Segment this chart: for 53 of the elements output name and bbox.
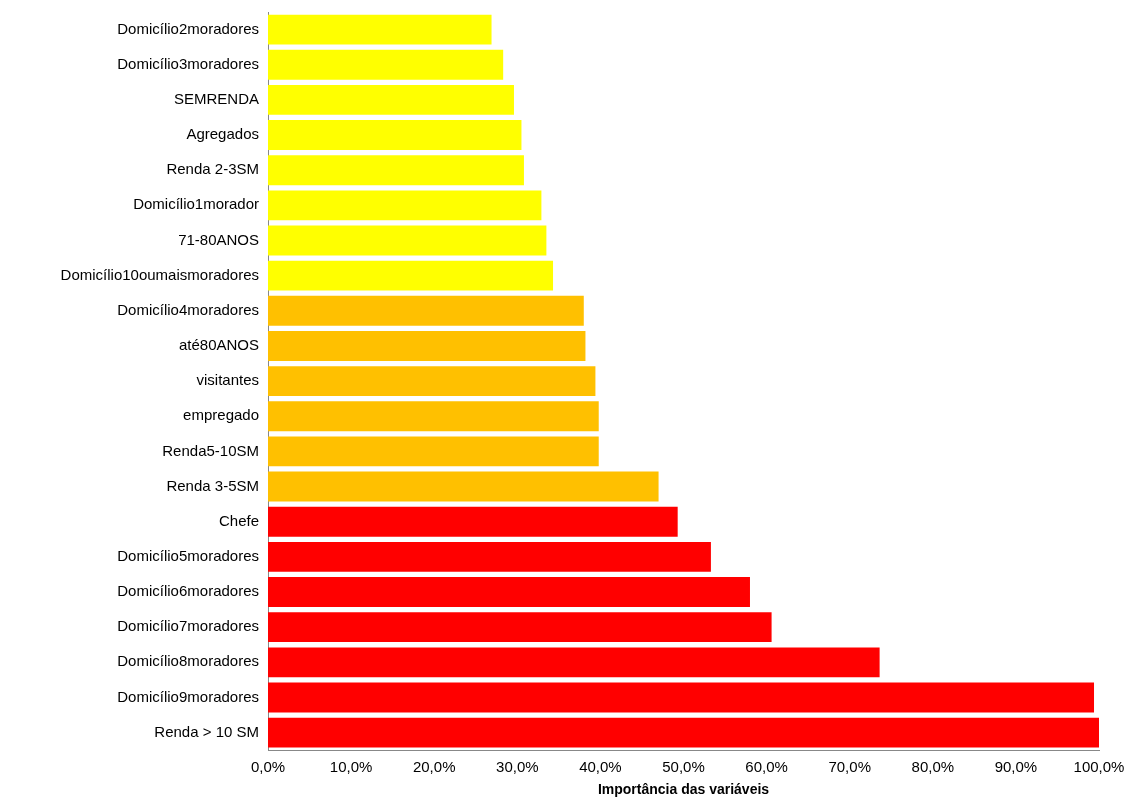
y-tick-label: Agregados <box>186 125 259 143</box>
bar <box>268 647 880 678</box>
y-tick-label: Domicílio9moradores <box>117 687 259 705</box>
bar <box>268 49 504 80</box>
bar <box>268 190 542 221</box>
y-tick-label: Domicílio8moradores <box>117 652 259 670</box>
bar <box>268 612 772 643</box>
y-tick-label: Renda 3-5SM <box>166 476 259 494</box>
bar <box>268 260 554 291</box>
bar <box>268 225 547 256</box>
bar <box>268 471 659 502</box>
y-tick-label: empregado <box>183 406 259 424</box>
y-tick-label: até80ANOS <box>178 336 259 354</box>
bar <box>268 436 599 467</box>
y-tick-label: Renda 2-3SM <box>166 160 259 178</box>
bar <box>268 506 678 537</box>
bar <box>268 14 492 45</box>
y-tick-label: Renda > 10 SM <box>154 722 259 740</box>
y-tick-label: Domicílio1morador <box>133 195 259 213</box>
y-tick-label: Domicílio10oumaismoradores <box>60 265 259 283</box>
y-tick-label: Chefe <box>218 511 259 529</box>
bar <box>268 84 514 115</box>
x-tick-label: 20,0% <box>412 758 456 776</box>
x-tick-label: 30,0% <box>496 758 539 776</box>
x-tick-label: 60,0% <box>745 758 788 776</box>
x-tick-label: 90,0% <box>994 758 1038 776</box>
bar <box>268 401 599 432</box>
y-tick-label: Domicílio3moradores <box>117 54 259 72</box>
y-tick-label: 71-80ANOS <box>178 230 259 248</box>
y-tick-label: Domicílio6moradores <box>117 582 259 600</box>
bar <box>268 682 1095 713</box>
x-axis-title: Importância das variáveis <box>597 781 770 798</box>
x-tick-label: 100,0% <box>1073 758 1125 776</box>
bar <box>268 577 750 607</box>
x-tick-label: 40,0% <box>579 758 622 776</box>
bar <box>268 295 584 326</box>
y-tick-label: Renda5-10SM <box>162 441 259 459</box>
y-tick-label: SEMRENDA <box>173 90 259 108</box>
bar <box>268 120 522 150</box>
x-tick-label: 50,0% <box>662 758 705 776</box>
y-tick-label: visitantes <box>196 371 259 389</box>
bar <box>268 541 711 572</box>
y-tick-label: Domicílio4moradores <box>117 300 259 318</box>
x-tick-label: 80,0% <box>911 758 955 776</box>
x-tick-label: 0,0% <box>250 758 286 776</box>
bar <box>268 331 586 361</box>
bar <box>268 366 596 397</box>
y-tick-label: Domicílio2moradores <box>117 19 259 37</box>
x-tick-label: 10,0% <box>329 758 373 776</box>
y-tick-label: Domicílio5moradores <box>117 547 259 564</box>
bar <box>268 155 524 186</box>
x-tick-label: 70,0% <box>828 758 871 776</box>
y-tick-label: Domicílio7moradores <box>117 617 259 635</box>
